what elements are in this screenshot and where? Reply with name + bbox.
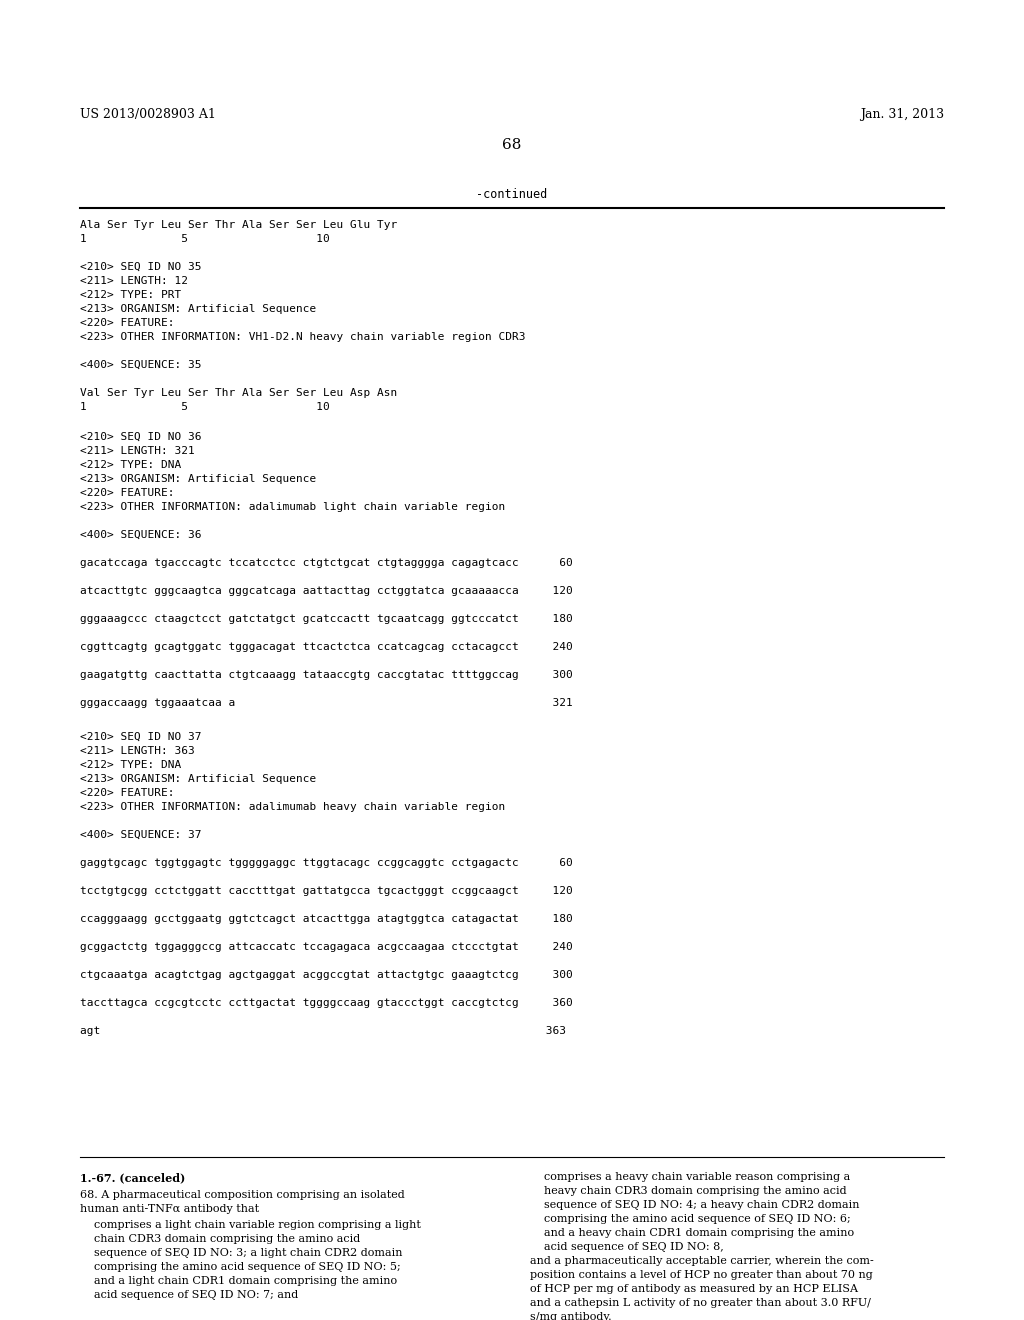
Text: <220> FEATURE:: <220> FEATURE: — [80, 788, 174, 799]
Text: cggttcagtg gcagtggatc tgggacagat ttcactctca ccatcagcag cctacagcct     240: cggttcagtg gcagtggatc tgggacagat ttcactc… — [80, 642, 572, 652]
Text: <212> TYPE: PRT: <212> TYPE: PRT — [80, 290, 181, 300]
Text: gaggtgcagc tggtggagtc tgggggaggc ttggtacagc ccggcaggtc cctgagactc      60: gaggtgcagc tggtggagtc tgggggaggc ttggtac… — [80, 858, 572, 869]
Text: <212> TYPE: DNA: <212> TYPE: DNA — [80, 459, 181, 470]
Text: <400> SEQUENCE: 37: <400> SEQUENCE: 37 — [80, 830, 202, 840]
Text: comprises a heavy chain variable reason comprising a: comprises a heavy chain variable reason … — [530, 1172, 850, 1181]
Text: agt                                                                  363: agt 363 — [80, 1026, 566, 1036]
Text: and a cathepsin L activity of no greater than about 3.0 RFU/: and a cathepsin L activity of no greater… — [530, 1298, 870, 1308]
Text: -continued: -continued — [476, 187, 548, 201]
Text: and a pharmaceutically acceptable carrier, wherein the com-: and a pharmaceutically acceptable carrie… — [530, 1257, 873, 1266]
Text: comprising the amino acid sequence of SEQ ID NO: 6;: comprising the amino acid sequence of SE… — [530, 1214, 851, 1224]
Text: human anti-TNFα antibody that: human anti-TNFα antibody that — [80, 1204, 259, 1214]
Text: <213> ORGANISM: Artificial Sequence: <213> ORGANISM: Artificial Sequence — [80, 474, 316, 484]
Text: <210> SEQ ID NO 36: <210> SEQ ID NO 36 — [80, 432, 202, 442]
Text: acid sequence of SEQ ID NO: 8,: acid sequence of SEQ ID NO: 8, — [530, 1242, 724, 1251]
Text: <211> LENGTH: 363: <211> LENGTH: 363 — [80, 746, 195, 756]
Text: ccagggaagg gcctggaatg ggtctcagct atcacttgga atagtggtca catagactat     180: ccagggaagg gcctggaatg ggtctcagct atcactt… — [80, 913, 572, 924]
Text: 1              5                   10: 1 5 10 — [80, 234, 330, 244]
Text: and a heavy chain CDR1 domain comprising the amino: and a heavy chain CDR1 domain comprising… — [530, 1228, 854, 1238]
Text: comprises a light chain variable region comprising a light: comprises a light chain variable region … — [80, 1220, 421, 1230]
Text: 68. A pharmaceutical composition comprising an isolated: 68. A pharmaceutical composition compris… — [80, 1191, 404, 1200]
Text: <220> FEATURE:: <220> FEATURE: — [80, 488, 174, 498]
Text: taccttagca ccgcgtcctc ccttgactat tggggccaag gtaccctggt caccgtctcg     360: taccttagca ccgcgtcctc ccttgactat tggggcc… — [80, 998, 572, 1008]
Text: <211> LENGTH: 12: <211> LENGTH: 12 — [80, 276, 188, 286]
Text: gcggactctg tggagggccg attcaccatc tccagagaca acgccaagaa ctccctgtat     240: gcggactctg tggagggccg attcaccatc tccagag… — [80, 942, 572, 952]
Text: <400> SEQUENCE: 36: <400> SEQUENCE: 36 — [80, 531, 202, 540]
Text: atcacttgtc gggcaagtca gggcatcaga aattacttag cctggtatca gcaaaaacca     120: atcacttgtc gggcaagtca gggcatcaga aattact… — [80, 586, 572, 597]
Text: <223> OTHER INFORMATION: adalimumab heavy chain variable region: <223> OTHER INFORMATION: adalimumab heav… — [80, 803, 505, 812]
Text: comprising the amino acid sequence of SEQ ID NO: 5;: comprising the amino acid sequence of SE… — [80, 1262, 400, 1272]
Text: acid sequence of SEQ ID NO: 7; and: acid sequence of SEQ ID NO: 7; and — [80, 1290, 298, 1300]
Text: Val Ser Tyr Leu Ser Thr Ala Ser Ser Leu Asp Asn: Val Ser Tyr Leu Ser Thr Ala Ser Ser Leu … — [80, 388, 397, 399]
Text: <400> SEQUENCE: 35: <400> SEQUENCE: 35 — [80, 360, 202, 370]
Text: Ala Ser Tyr Leu Ser Thr Ala Ser Ser Leu Glu Tyr: Ala Ser Tyr Leu Ser Thr Ala Ser Ser Leu … — [80, 220, 397, 230]
Text: chain CDR3 domain comprising the amino acid: chain CDR3 domain comprising the amino a… — [80, 1234, 360, 1243]
Text: <223> OTHER INFORMATION: adalimumab light chain variable region: <223> OTHER INFORMATION: adalimumab ligh… — [80, 502, 505, 512]
Text: gaagatgttg caacttatta ctgtcaaagg tataaccgtg caccgtatac ttttggccag     300: gaagatgttg caacttatta ctgtcaaagg tataacc… — [80, 671, 572, 680]
Text: of HCP per mg of antibody as measured by an HCP ELISA: of HCP per mg of antibody as measured by… — [530, 1284, 858, 1294]
Text: <223> OTHER INFORMATION: VH1-D2.N heavy chain variable region CDR3: <223> OTHER INFORMATION: VH1-D2.N heavy … — [80, 333, 525, 342]
Text: 68: 68 — [503, 139, 521, 152]
Text: Jan. 31, 2013: Jan. 31, 2013 — [860, 108, 944, 121]
Text: <220> FEATURE:: <220> FEATURE: — [80, 318, 174, 327]
Text: <211> LENGTH: 321: <211> LENGTH: 321 — [80, 446, 195, 455]
Text: 1              5                   10: 1 5 10 — [80, 403, 330, 412]
Text: s/mg antibody.: s/mg antibody. — [530, 1312, 611, 1320]
Text: heavy chain CDR3 domain comprising the amino acid: heavy chain CDR3 domain comprising the a… — [530, 1185, 847, 1196]
Text: gggaaagccc ctaagctcct gatctatgct gcatccactt tgcaatcagg ggtcccatct     180: gggaaagccc ctaagctcct gatctatgct gcatcca… — [80, 614, 572, 624]
Text: tcctgtgcgg cctctggatt cacctttgat gattatgcca tgcactgggt ccggcaagct     120: tcctgtgcgg cctctggatt cacctttgat gattatg… — [80, 886, 572, 896]
Text: and a light chain CDR1 domain comprising the amino: and a light chain CDR1 domain comprising… — [80, 1276, 397, 1286]
Text: gggaccaagg tggaaatcaa a                                               321: gggaccaagg tggaaatcaa a 321 — [80, 698, 572, 708]
Text: sequence of SEQ ID NO: 3; a light chain CDR2 domain: sequence of SEQ ID NO: 3; a light chain … — [80, 1247, 402, 1258]
Text: position contains a level of HCP no greater than about 70 ng: position contains a level of HCP no grea… — [530, 1270, 872, 1280]
Text: <212> TYPE: DNA: <212> TYPE: DNA — [80, 760, 181, 770]
Text: <213> ORGANISM: Artificial Sequence: <213> ORGANISM: Artificial Sequence — [80, 304, 316, 314]
Text: gacatccaga tgacccagtc tccatcctcc ctgtctgcat ctgtagggga cagagtcacc      60: gacatccaga tgacccagtc tccatcctcc ctgtctg… — [80, 558, 572, 568]
Text: 1.-67. (canceled): 1.-67. (canceled) — [80, 1172, 185, 1183]
Text: sequence of SEQ ID NO: 4; a heavy chain CDR2 domain: sequence of SEQ ID NO: 4; a heavy chain … — [530, 1200, 859, 1210]
Text: <213> ORGANISM: Artificial Sequence: <213> ORGANISM: Artificial Sequence — [80, 774, 316, 784]
Text: <210> SEQ ID NO 35: <210> SEQ ID NO 35 — [80, 261, 202, 272]
Text: ctgcaaatga acagtctgag agctgaggat acggccgtat attactgtgc gaaagtctcg     300: ctgcaaatga acagtctgag agctgaggat acggccg… — [80, 970, 572, 979]
Text: <210> SEQ ID NO 37: <210> SEQ ID NO 37 — [80, 733, 202, 742]
Text: US 2013/0028903 A1: US 2013/0028903 A1 — [80, 108, 216, 121]
